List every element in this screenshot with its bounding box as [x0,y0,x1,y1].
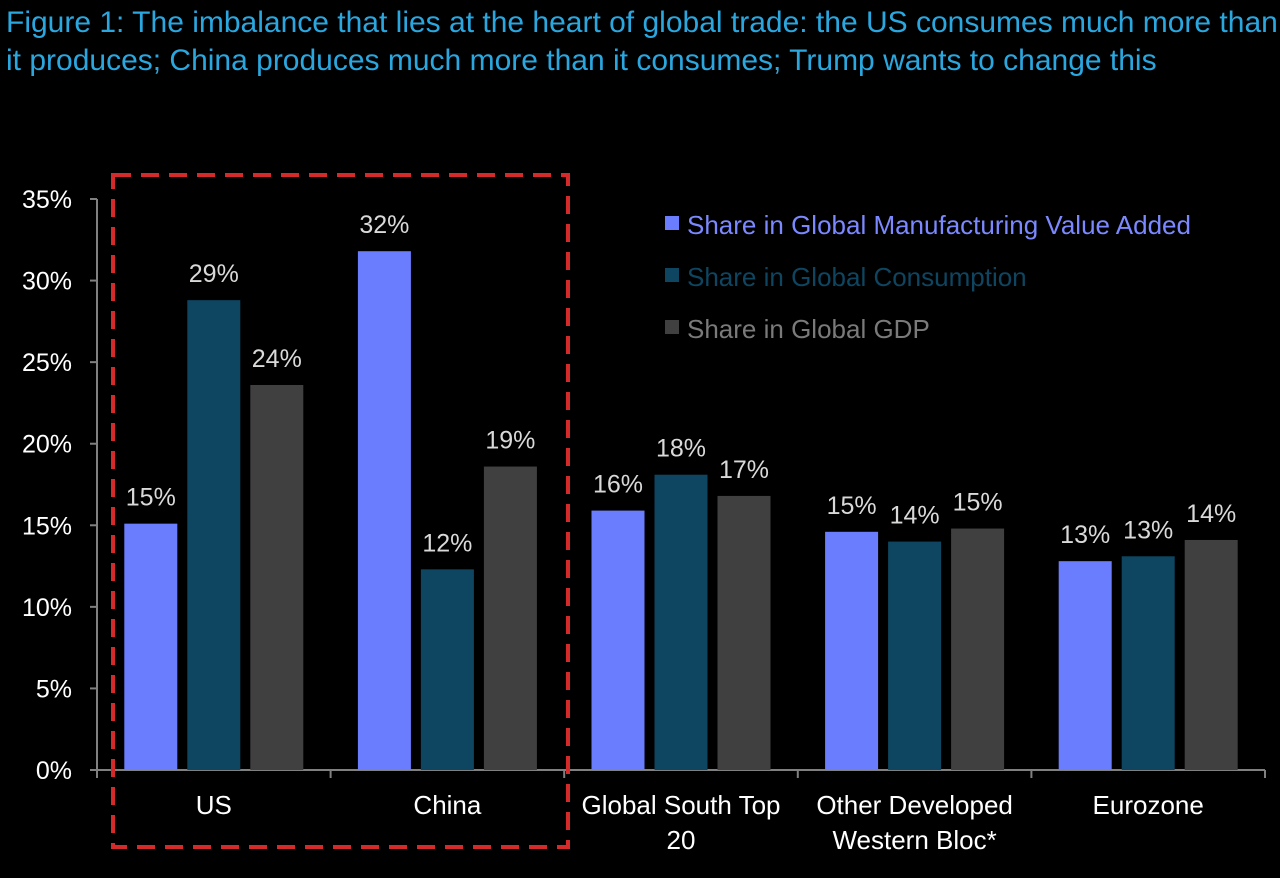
legend-swatch [665,216,679,230]
bar [888,541,942,770]
y-tick-label: 5% [36,675,72,703]
x-tick-label: Eurozone [1093,790,1204,820]
data-label: 17% [719,456,769,484]
bar [187,300,241,770]
bar [591,510,645,770]
data-label: 15% [126,484,176,512]
y-tick-label: 20% [22,431,72,459]
bar [1184,539,1238,770]
bar [357,251,411,771]
x-tick-label: Other Developed [816,790,1013,820]
y-tick-label: 30% [22,268,72,296]
x-tick-label: Global South Top [582,790,781,820]
bar [250,384,304,770]
data-label: 14% [1186,500,1236,528]
y-tick-label: 10% [22,594,72,622]
legend-swatch [665,268,679,282]
data-label: 24% [252,345,302,373]
chart-title: Figure 1: The imbalance that lies at the… [6,6,1278,77]
legend-swatch [665,320,679,334]
data-label: 16% [593,471,643,499]
bar [654,474,708,770]
bar [420,569,474,770]
bar [951,528,1005,770]
x-tick-label: China [413,790,481,820]
bar [1058,561,1112,770]
highlight-box [111,173,570,849]
x-tick-label: 20 [667,825,696,855]
x-tick-label: US [196,790,232,820]
x-tick-label: Western Bloc* [832,825,996,855]
data-label: 19% [485,427,535,455]
data-label: 18% [656,435,706,463]
data-label: 12% [422,529,472,557]
y-tick-label: 25% [22,349,72,377]
bar [1121,556,1175,770]
data-label: 29% [189,260,239,288]
data-label: 14% [890,502,940,530]
bar [825,531,879,770]
legend-entry: Share in Global GDP [687,314,930,344]
bar [717,495,771,770]
y-tick-label: 15% [22,512,72,540]
data-label: 15% [953,489,1003,517]
data-label: 32% [359,211,409,239]
bar [124,523,178,770]
y-tick-label: 35% [22,186,72,214]
data-label: 13% [1060,521,1110,549]
legend-entry: Share in Global Manufacturing Value Adde… [687,210,1191,240]
bar [483,466,537,770]
data-label: 15% [827,492,877,520]
data-label: 13% [1123,516,1173,544]
y-tick-label: 0% [36,757,72,785]
legend-entry: Share in Global Consumption [687,262,1027,292]
